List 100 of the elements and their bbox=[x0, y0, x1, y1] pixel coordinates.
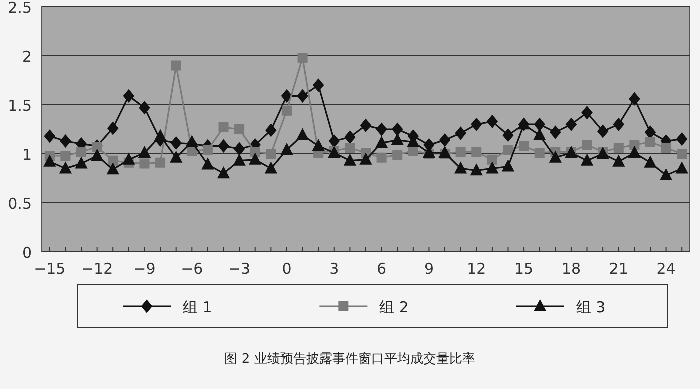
x-tick-label: 12 bbox=[467, 260, 486, 278]
point bbox=[297, 90, 308, 103]
point bbox=[550, 126, 562, 139]
point bbox=[234, 142, 246, 156]
y-tick-label: 1.5 bbox=[8, 97, 32, 115]
point bbox=[234, 154, 246, 166]
point bbox=[470, 164, 483, 176]
point bbox=[218, 140, 230, 153]
point bbox=[376, 123, 388, 136]
point bbox=[454, 162, 467, 174]
point bbox=[265, 162, 278, 174]
point bbox=[281, 90, 292, 103]
point bbox=[661, 143, 672, 154]
point bbox=[628, 146, 641, 158]
point bbox=[76, 147, 87, 158]
point bbox=[44, 155, 56, 167]
point bbox=[534, 118, 546, 132]
point bbox=[598, 124, 609, 138]
point bbox=[123, 90, 134, 103]
y-tick-label: 2.5 bbox=[8, 0, 32, 17]
point bbox=[186, 136, 198, 148]
point bbox=[108, 122, 119, 136]
point bbox=[660, 169, 672, 181]
point bbox=[138, 146, 151, 158]
point bbox=[328, 134, 340, 148]
point bbox=[139, 101, 150, 114]
point bbox=[202, 158, 214, 170]
point bbox=[613, 118, 624, 132]
point bbox=[218, 122, 229, 133]
point bbox=[534, 128, 546, 140]
point bbox=[344, 130, 356, 144]
y-tick-label: 2 bbox=[22, 48, 32, 66]
x-tick-label: −3 bbox=[228, 260, 251, 278]
y-tick-label: 0.5 bbox=[8, 195, 32, 213]
point bbox=[676, 162, 688, 174]
point bbox=[582, 140, 592, 150]
point bbox=[614, 143, 624, 154]
point bbox=[202, 145, 213, 156]
point bbox=[156, 158, 166, 168]
x-tick-label: 0 bbox=[282, 260, 292, 278]
point bbox=[408, 146, 418, 156]
point bbox=[266, 124, 277, 137]
point bbox=[280, 144, 293, 156]
point bbox=[439, 146, 452, 158]
point bbox=[629, 92, 640, 106]
point bbox=[503, 145, 514, 156]
point bbox=[392, 150, 403, 160]
point bbox=[108, 156, 118, 166]
point bbox=[630, 140, 640, 150]
point bbox=[440, 134, 451, 147]
point bbox=[376, 136, 388, 148]
point bbox=[91, 149, 104, 161]
point bbox=[360, 119, 372, 132]
point bbox=[644, 156, 656, 168]
point bbox=[154, 130, 167, 142]
point bbox=[581, 154, 594, 166]
point bbox=[140, 158, 150, 169]
point bbox=[312, 140, 325, 152]
point bbox=[392, 123, 404, 136]
point bbox=[249, 153, 262, 165]
point bbox=[218, 167, 230, 179]
point bbox=[345, 143, 356, 154]
y-tick-label: 1 bbox=[22, 146, 32, 164]
y-tick-label: 0 bbox=[22, 244, 32, 262]
legend-label: 组 2 bbox=[380, 298, 409, 316]
point bbox=[44, 130, 56, 143]
point bbox=[360, 153, 372, 165]
point bbox=[502, 160, 514, 172]
x-tick-label: 21 bbox=[609, 260, 628, 278]
point bbox=[519, 141, 530, 152]
point bbox=[60, 162, 72, 174]
point bbox=[122, 153, 135, 165]
x-tick-label: 24 bbox=[656, 260, 676, 278]
point bbox=[455, 126, 466, 140]
point bbox=[645, 137, 656, 148]
x-tick-label: 9 bbox=[424, 260, 434, 278]
point bbox=[392, 134, 404, 146]
x-tick-label: 18 bbox=[562, 260, 582, 278]
point bbox=[282, 106, 292, 116]
point bbox=[76, 157, 88, 169]
x-tick-label: 15 bbox=[514, 260, 534, 278]
point bbox=[170, 136, 182, 150]
point bbox=[376, 152, 387, 163]
point bbox=[566, 118, 577, 132]
point bbox=[313, 78, 324, 92]
x-tick-label: −9 bbox=[134, 260, 156, 278]
point bbox=[487, 154, 498, 165]
x-tick-label: −15 bbox=[34, 260, 66, 278]
point bbox=[612, 155, 625, 167]
point bbox=[456, 147, 466, 158]
point bbox=[60, 150, 71, 161]
legend-label: 组 1 bbox=[183, 298, 212, 316]
point bbox=[107, 163, 120, 175]
point bbox=[266, 149, 276, 159]
x-tick-label: −6 bbox=[181, 260, 204, 278]
point bbox=[471, 118, 482, 132]
point bbox=[296, 128, 309, 140]
point bbox=[92, 142, 102, 152]
point bbox=[250, 147, 260, 158]
point bbox=[298, 52, 308, 63]
